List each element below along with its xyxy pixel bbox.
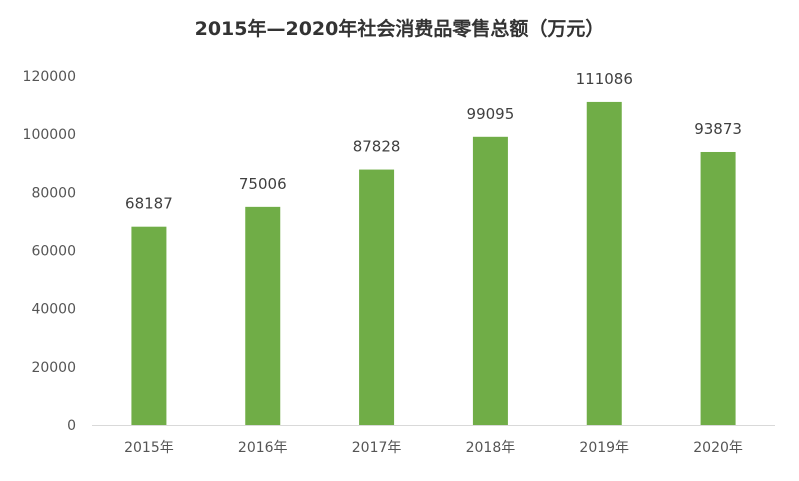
chart-title: 2015年—2020年社会消费品零售总额（万元） (194, 18, 605, 40)
bar (245, 206, 281, 425)
y-tick-label: 0 (67, 418, 76, 434)
bar (359, 169, 395, 425)
data-label: 87828 (353, 138, 401, 156)
y-tick-label: 100000 (23, 127, 76, 143)
x-tick-label: 2020年 (693, 440, 743, 456)
y-tick-label: 80000 (31, 185, 76, 201)
data-label: 75006 (239, 175, 287, 193)
bar (586, 101, 622, 426)
x-tick-label: 2017年 (352, 440, 402, 456)
y-tick-label: 20000 (31, 360, 76, 376)
data-label: 93873 (694, 120, 742, 138)
x-tick-label: 2019年 (579, 440, 629, 456)
data-label: 99095 (467, 105, 515, 123)
data-label: 111086 (576, 70, 633, 88)
data-label: 68187 (125, 195, 173, 213)
x-tick-label: 2015年 (124, 440, 174, 456)
bar (131, 226, 167, 425)
x-tick-label: 2018年 (466, 440, 516, 456)
bar (472, 136, 508, 425)
y-tick-label: 40000 (31, 302, 76, 318)
y-tick-label: 120000 (23, 69, 76, 85)
y-tick-label: 60000 (31, 244, 76, 260)
bar (700, 151, 736, 425)
x-tick-label: 2016年 (238, 440, 288, 456)
